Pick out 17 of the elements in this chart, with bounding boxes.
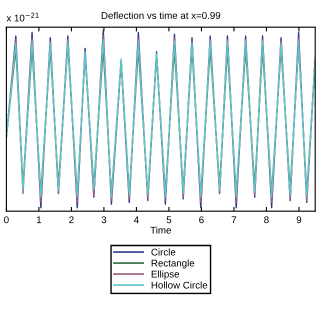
x-tick-label: 4 [134, 216, 139, 224]
x-axis-title: Time [150, 226, 171, 234]
x-tick-label: 7 [232, 216, 236, 224]
legend-label: Hollow Circle [152, 281, 208, 289]
x-tick-label: 2 [69, 216, 74, 224]
x-tick-label: 0 [4, 216, 9, 224]
legend-label: Ellipse [152, 270, 180, 280]
text: x 10$^{−21}$ [6, 12, 39, 22]
x-tick-label: 6 [199, 216, 204, 224]
x-tick-label: 1 [36, 216, 42, 224]
x-tick-label: 3 [102, 216, 106, 224]
legend-label: Rectangle [152, 259, 194, 268]
x-tick-label: 5 [166, 216, 172, 224]
x-tick-label: 8 [264, 216, 269, 224]
legend-label: Circle [151, 248, 176, 256]
x-tick-label: 9 [296, 216, 302, 224]
chart-title: Deflection vs time at x=0.99 [102, 12, 220, 19]
